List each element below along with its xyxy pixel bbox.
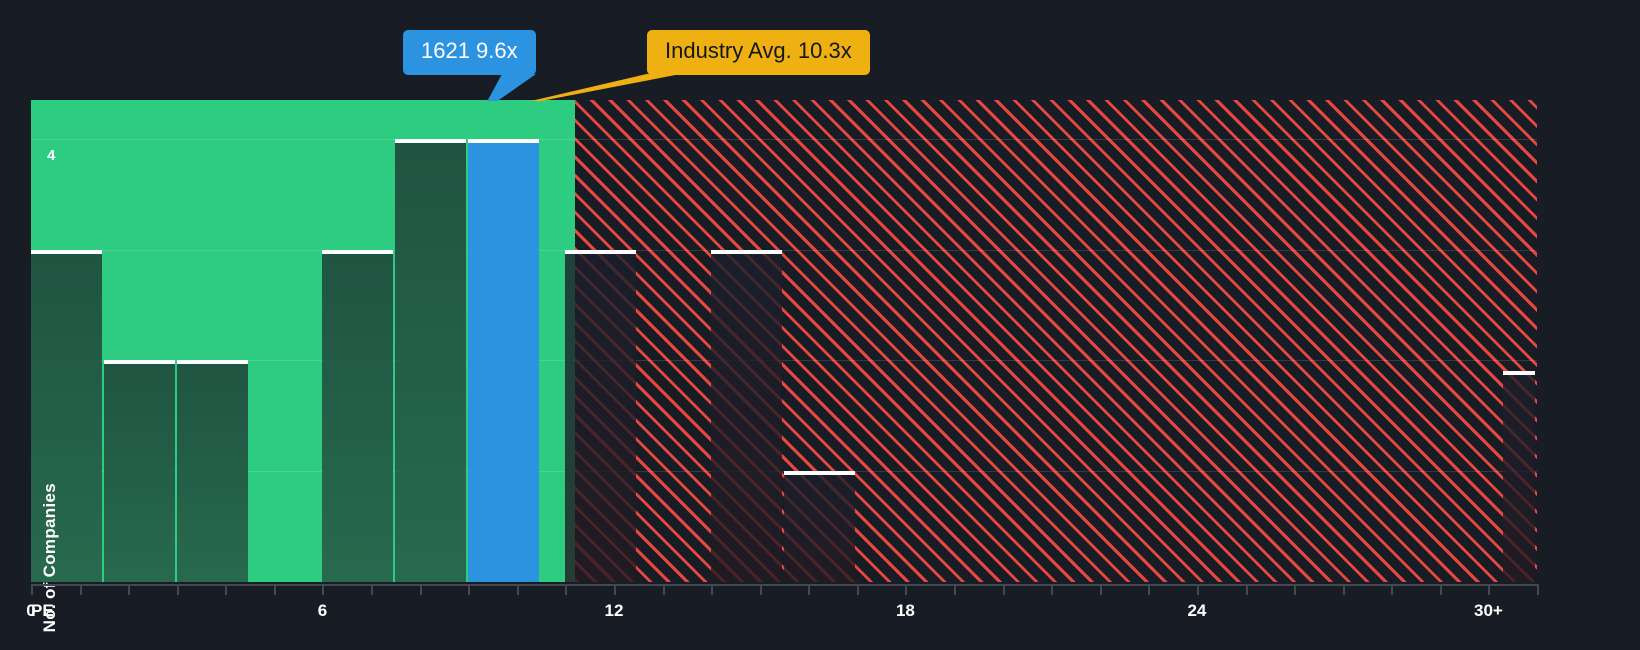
x-axis-tick <box>662 584 665 595</box>
x-axis-tick-label: 0 <box>26 601 36 620</box>
x-axis-tick <box>225 584 228 595</box>
y-axis-tick-label: 4 <box>47 146 56 164</box>
x-axis-tick <box>1391 584 1394 595</box>
histogram-bar-body <box>468 141 540 582</box>
x-axis-tick <box>613 584 616 595</box>
histogram-bar[interactable] <box>565 249 637 582</box>
histogram-bar[interactable] <box>395 138 467 582</box>
industry-average-callout[interactable]: Industry Avg. 10.3x <box>647 30 870 75</box>
histogram-bar-body <box>711 252 782 582</box>
x-axis-tick <box>128 584 131 595</box>
x-axis-tick <box>516 584 519 595</box>
x-axis-tick <box>711 584 714 595</box>
x-axis-tick-label: 18 <box>895 601 915 620</box>
histogram-bar[interactable] <box>784 471 855 582</box>
x-axis-tick <box>565 584 568 595</box>
x-axis-tick <box>322 584 325 595</box>
histogram-bar-cap <box>395 138 467 143</box>
histogram-bar-cap <box>565 249 637 254</box>
histogram-bar[interactable] <box>1502 371 1535 582</box>
company-pe-callout[interactable]: 1621 9.6x <box>403 30 536 75</box>
x-axis-tick <box>759 584 762 595</box>
x-axis-tick-label: 24 <box>1187 601 1207 620</box>
histogram-bar-cap <box>784 471 855 476</box>
x-axis-tick <box>371 584 374 595</box>
histogram-bar-body <box>103 363 175 582</box>
histogram-bar-body <box>176 363 248 582</box>
histogram-bar-body <box>31 252 102 582</box>
x-axis-tick <box>1245 584 1248 595</box>
x-axis-tick <box>419 584 422 595</box>
x-axis-tick <box>1196 584 1199 595</box>
industry-average-callout-tail <box>531 74 681 101</box>
histogram-bar-body <box>1502 374 1535 582</box>
x-axis-tick <box>176 584 179 595</box>
histogram-bar-cap <box>711 249 782 254</box>
histogram-bar-cap <box>31 249 102 254</box>
x-axis-tick-label: 6 <box>317 601 328 620</box>
x-axis-tick <box>31 584 33 595</box>
x-axis-tick <box>1002 584 1005 595</box>
x-axis-tick <box>1439 584 1442 595</box>
histogram-bar-body <box>565 252 637 582</box>
histogram-bar-body <box>395 141 467 582</box>
histogram-bar-body <box>784 474 855 582</box>
x-axis-tick-label: 12 <box>604 601 624 620</box>
x-axis-tick <box>468 584 471 595</box>
histogram-bar-cap <box>176 360 248 365</box>
x-axis-tick-label: 30+ <box>1473 601 1503 620</box>
histogram-bar[interactable] <box>176 360 248 582</box>
x-axis-tick <box>1051 584 1054 595</box>
histogram-bar[interactable] <box>103 360 175 582</box>
histogram-bar[interactable] <box>711 249 782 582</box>
histogram-bar-body <box>322 252 394 582</box>
x-axis-tick <box>273 584 276 595</box>
x-axis-tick <box>1294 584 1297 595</box>
x-axis-tick <box>808 584 811 595</box>
histogram-bar-cap <box>103 360 175 365</box>
histogram-bar-cap <box>468 138 540 143</box>
x-axis-tick <box>954 584 957 595</box>
histogram-bar[interactable] <box>31 249 102 582</box>
histogram-bar-cap <box>1502 371 1535 376</box>
plot-area: 4 <box>31 100 1537 582</box>
x-axis-tick <box>1342 584 1345 595</box>
x-axis-prefix-label: PE <box>31 601 54 620</box>
x-axis-line <box>31 584 1537 586</box>
x-axis-tick <box>856 584 859 595</box>
histogram-bar[interactable] <box>322 249 394 582</box>
histogram-bar-highlighted[interactable] <box>468 138 540 582</box>
x-axis-tick <box>905 584 908 595</box>
x-axis-tick <box>1488 584 1491 595</box>
x-axis-tick <box>79 584 82 595</box>
company-pe-callout-tail <box>487 74 536 101</box>
x-axis-tick <box>1148 584 1151 595</box>
x-axis-tick <box>1537 584 1539 595</box>
histogram-bar-cap <box>322 249 394 254</box>
x-axis-tick <box>1099 584 1102 595</box>
